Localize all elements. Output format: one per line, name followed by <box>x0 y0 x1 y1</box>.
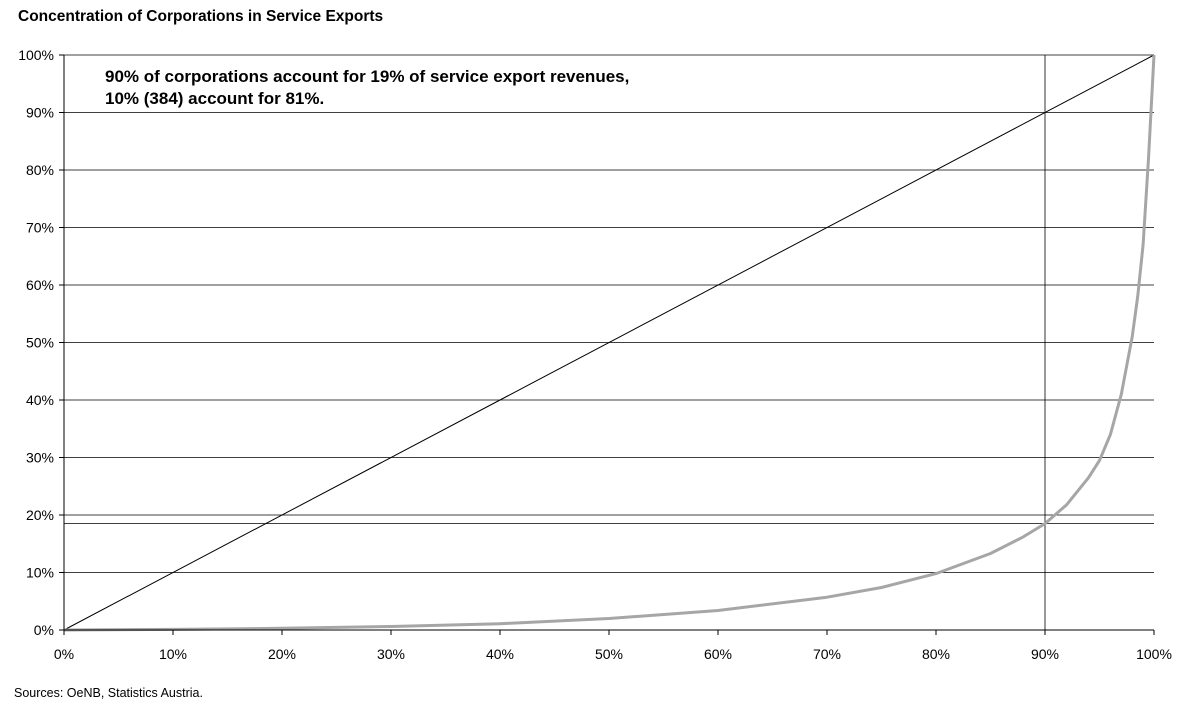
x-tick-labels: 0% 10% 20% 30% 40% 50% 60% 70% 80% 90% 100% <box>54 646 1172 662</box>
concentration-curve <box>63 54 1156 632</box>
y-tick-label-3: 30% <box>26 450 54 466</box>
x-tick-label-0: 0% <box>54 646 74 662</box>
series-lines <box>63 54 1156 632</box>
gridlines <box>64 54 1154 573</box>
annotation-line-2: 10% (384) account for 81%. <box>105 89 324 108</box>
y-tick-label-8: 80% <box>26 162 54 178</box>
x-tick-label-8: 80% <box>922 646 950 662</box>
x-tick-label-9: 90% <box>1031 646 1059 662</box>
y-tick-label-4: 40% <box>26 392 54 408</box>
x-tick-label-3: 30% <box>377 646 405 662</box>
x-tick-label-10: 100% <box>1136 646 1172 662</box>
x-tick-label-2: 20% <box>268 646 296 662</box>
y-tick-label-0: 0% <box>34 622 54 638</box>
x-tick-label-6: 60% <box>704 646 732 662</box>
y-tick-label-10: 100% <box>18 47 54 63</box>
y-tick-label-7: 70% <box>26 220 54 236</box>
y-tick-labels: 0% 10% 20% 30% 40% 50% 60% 70% 80% 90% 100% <box>18 47 54 638</box>
axes <box>59 54 1155 635</box>
x-tick-label-1: 10% <box>159 646 187 662</box>
equality-line <box>63 54 1155 631</box>
y-tick-label-9: 90% <box>26 105 54 121</box>
source-note: Sources: OeNB, Statistics Austria. <box>14 686 203 700</box>
y-tick-label-6: 60% <box>26 277 54 293</box>
annotation-line-1: 90% of corporations account for 19% of s… <box>105 67 629 86</box>
x-tick-label-4: 40% <box>486 646 514 662</box>
y-tick-label-2: 20% <box>26 507 54 523</box>
annotation: 90% of corporations account for 19% of s… <box>105 67 629 108</box>
chart-title: Concentration of Corporations in Service… <box>18 8 384 25</box>
y-tick-label-1: 10% <box>26 565 54 581</box>
y-tick-label-5: 50% <box>26 335 54 351</box>
x-tick-label-7: 70% <box>813 646 841 662</box>
x-tick-label-5: 50% <box>595 646 623 662</box>
reference-lines <box>64 55 1154 630</box>
